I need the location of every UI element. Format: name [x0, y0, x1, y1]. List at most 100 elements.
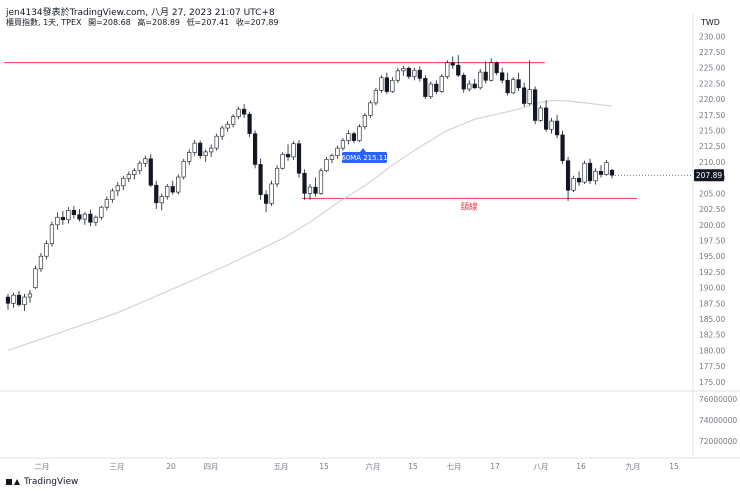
volume-axis-label: 72000000 [699, 437, 737, 446]
time-axis-label: 四月 [204, 462, 219, 471]
candle [587, 162, 593, 182]
candle [187, 152, 192, 162]
candle [82, 213, 87, 220]
volume-axis-label: 76000000 [699, 395, 737, 404]
candle [324, 159, 329, 172]
candle [544, 107, 549, 130]
candle [203, 151, 208, 156]
candle [269, 183, 274, 204]
candle [395, 70, 400, 81]
last-price-box [694, 169, 724, 182]
candle [236, 108, 241, 118]
candle [533, 89, 538, 121]
candle [500, 72, 505, 81]
candle [159, 196, 164, 204]
ma-label-pointer [360, 148, 366, 152]
time-axis-label: 六月 [366, 461, 381, 471]
candle [209, 147, 214, 153]
candle [285, 154, 291, 158]
candle [379, 77, 384, 91]
candle [154, 184, 159, 204]
candle [38, 255, 44, 270]
price-axis-label: 205.00 [699, 189, 725, 198]
candle [434, 83, 439, 92]
time-axis-label: 20 [166, 462, 176, 471]
candle [483, 71, 488, 81]
candle [93, 216, 98, 223]
candle [456, 64, 461, 76]
candle [489, 62, 494, 81]
candle [252, 133, 258, 165]
candle [582, 162, 587, 183]
close-value: 收=207.89 [235, 18, 279, 27]
candle [143, 158, 148, 164]
price-axis-label: 210.00 [699, 158, 725, 167]
candle [609, 169, 615, 176]
candle [522, 87, 527, 104]
candle [176, 176, 181, 193]
candle [33, 268, 38, 288]
time-axis-label: 15 [408, 462, 418, 471]
candle [247, 113, 252, 134]
candle [428, 83, 433, 97]
time-axis-label: 七月 [447, 462, 462, 471]
tradingview-footer: TradingView [6, 477, 78, 487]
price-axis-label: 195.00 [699, 252, 725, 261]
candle [88, 213, 93, 223]
candle [472, 83, 477, 89]
price-axis-label: 185.00 [699, 315, 725, 324]
candle [44, 243, 49, 257]
candle [198, 142, 203, 156]
candle [417, 69, 422, 79]
price-axis-label: 225.00 [699, 64, 725, 73]
time-axis-label: 17 [490, 462, 500, 471]
price-axis-label: 217.50 [699, 111, 725, 120]
currency-label: TWD [701, 18, 720, 27]
candle [554, 120, 560, 136]
candle [148, 158, 153, 186]
price-axis-label: 190.00 [699, 284, 725, 293]
tradingview-logo-icon [6, 478, 20, 486]
candle [214, 135, 219, 149]
candle [505, 79, 510, 94]
price-axis-label: 197.50 [699, 236, 725, 245]
price-axis-label: 175.00 [699, 378, 725, 387]
time-axis-label: 五月 [274, 462, 289, 471]
candle [538, 107, 543, 121]
high-value: 高=208.89 [137, 18, 181, 27]
candle [401, 68, 406, 72]
candle [511, 79, 516, 94]
footer-brand: TradingView [24, 477, 79, 487]
candle [55, 216, 60, 226]
time-axis-label: 九月 [626, 462, 641, 471]
time-axis-label: 二月 [35, 462, 50, 471]
candle [60, 216, 66, 221]
candle [66, 210, 71, 221]
candle [307, 186, 313, 194]
time-axis-label: 15 [319, 462, 329, 471]
candle [291, 143, 296, 158]
candle [302, 172, 307, 194]
price-axis-label: 227.50 [699, 48, 725, 57]
candle [165, 186, 170, 197]
neckline-label: 頸線 [460, 201, 478, 212]
candle [132, 170, 137, 175]
candle [27, 293, 33, 298]
candle [461, 74, 466, 90]
candle [11, 294, 16, 304]
candle [192, 142, 197, 153]
ohlc-info: 櫃買指數, 1天, TPEX 開=208.68 高=208.89 低=207.4… [6, 17, 283, 28]
candle [280, 154, 285, 169]
candle [126, 174, 131, 179]
candle [494, 62, 499, 74]
time-axis-label: 三月 [110, 462, 125, 471]
ma-label-box [342, 152, 387, 163]
price-axis-label: 180.00 [699, 346, 725, 355]
candle [368, 102, 373, 116]
candle [478, 71, 483, 89]
price-axis-label: 177.50 [699, 362, 725, 371]
candle [516, 79, 521, 89]
last-price-label: 207.89 [696, 171, 722, 180]
price-axis-label: 222.50 [699, 79, 725, 88]
